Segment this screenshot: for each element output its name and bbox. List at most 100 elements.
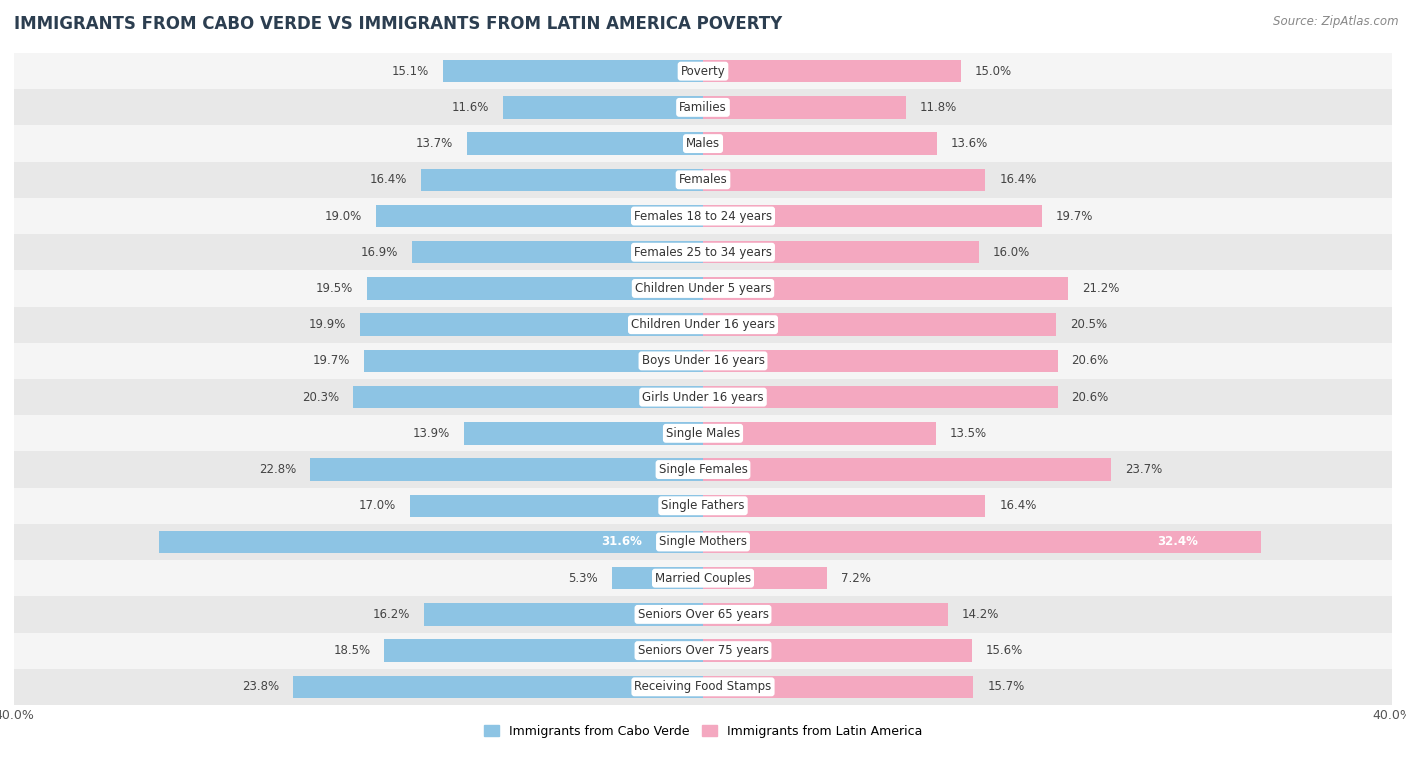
Text: Children Under 16 years: Children Under 16 years	[631, 318, 775, 331]
Text: Females 25 to 34 years: Females 25 to 34 years	[634, 246, 772, 258]
Text: 31.6%: 31.6%	[600, 535, 641, 549]
Bar	[14, 343, 1392, 379]
Text: 16.4%: 16.4%	[1000, 500, 1036, 512]
Bar	[703, 603, 948, 625]
Bar	[14, 632, 1392, 669]
Bar	[367, 277, 703, 299]
Bar	[411, 494, 703, 517]
Text: Married Couples: Married Couples	[655, 572, 751, 584]
Bar	[703, 314, 1056, 336]
Bar	[503, 96, 703, 118]
Bar	[703, 205, 1042, 227]
Bar	[703, 277, 1069, 299]
Bar	[14, 560, 1392, 597]
Text: 15.0%: 15.0%	[976, 64, 1012, 77]
Bar	[14, 415, 1392, 452]
Bar	[703, 60, 962, 83]
Bar	[703, 640, 972, 662]
Bar	[467, 133, 703, 155]
Text: 16.4%: 16.4%	[1000, 174, 1036, 186]
Bar	[14, 669, 1392, 705]
Bar	[14, 271, 1392, 306]
Text: Seniors Over 75 years: Seniors Over 75 years	[637, 644, 769, 657]
Bar	[384, 640, 703, 662]
Text: Males: Males	[686, 137, 720, 150]
Bar	[14, 379, 1392, 415]
Bar	[14, 234, 1392, 271]
Text: 15.7%: 15.7%	[987, 681, 1025, 694]
Bar	[14, 126, 1392, 161]
Bar	[703, 96, 907, 118]
Bar	[703, 422, 935, 444]
Bar	[311, 459, 703, 481]
Bar	[364, 349, 703, 372]
Bar	[612, 567, 703, 590]
Bar	[703, 531, 1261, 553]
Text: 19.7%: 19.7%	[1056, 209, 1094, 223]
Text: IMMIGRANTS FROM CABO VERDE VS IMMIGRANTS FROM LATIN AMERICA POVERTY: IMMIGRANTS FROM CABO VERDE VS IMMIGRANTS…	[14, 15, 782, 33]
Text: 16.0%: 16.0%	[993, 246, 1029, 258]
Bar	[14, 53, 1392, 89]
Text: 20.3%: 20.3%	[302, 390, 340, 403]
Bar	[14, 198, 1392, 234]
Text: 15.6%: 15.6%	[986, 644, 1022, 657]
Bar	[703, 567, 827, 590]
Text: 32.4%: 32.4%	[1157, 535, 1198, 549]
Bar	[443, 60, 703, 83]
Bar	[353, 386, 703, 409]
Text: 14.2%: 14.2%	[962, 608, 998, 621]
Text: 11.6%: 11.6%	[453, 101, 489, 114]
Text: Females: Females	[679, 174, 727, 186]
Bar	[464, 422, 703, 444]
Text: 21.2%: 21.2%	[1083, 282, 1119, 295]
Text: Females 18 to 24 years: Females 18 to 24 years	[634, 209, 772, 223]
Bar	[703, 133, 938, 155]
Text: Seniors Over 65 years: Seniors Over 65 years	[637, 608, 769, 621]
Text: 7.2%: 7.2%	[841, 572, 870, 584]
Text: 20.6%: 20.6%	[1071, 390, 1109, 403]
Text: Single Females: Single Females	[658, 463, 748, 476]
Bar	[703, 675, 973, 698]
Bar	[14, 487, 1392, 524]
Text: 17.0%: 17.0%	[359, 500, 396, 512]
Text: Single Males: Single Males	[666, 427, 740, 440]
Text: 5.3%: 5.3%	[568, 572, 598, 584]
Legend: Immigrants from Cabo Verde, Immigrants from Latin America: Immigrants from Cabo Verde, Immigrants f…	[484, 725, 922, 738]
Bar	[14, 452, 1392, 487]
Bar	[375, 205, 703, 227]
Text: Poverty: Poverty	[681, 64, 725, 77]
Text: 11.8%: 11.8%	[920, 101, 957, 114]
Text: 19.0%: 19.0%	[325, 209, 361, 223]
Bar	[14, 597, 1392, 632]
Bar	[703, 494, 986, 517]
Text: 15.1%: 15.1%	[392, 64, 429, 77]
Bar	[14, 161, 1392, 198]
Text: Source: ZipAtlas.com: Source: ZipAtlas.com	[1274, 15, 1399, 28]
Text: 19.9%: 19.9%	[309, 318, 346, 331]
Text: 19.7%: 19.7%	[312, 355, 350, 368]
Text: 19.5%: 19.5%	[316, 282, 353, 295]
Text: 13.7%: 13.7%	[416, 137, 453, 150]
Text: Children Under 5 years: Children Under 5 years	[634, 282, 772, 295]
Text: 16.4%: 16.4%	[370, 174, 406, 186]
Text: Families: Families	[679, 101, 727, 114]
Bar	[703, 241, 979, 264]
Text: 20.5%: 20.5%	[1070, 318, 1107, 331]
Bar	[412, 241, 703, 264]
Text: 22.8%: 22.8%	[259, 463, 297, 476]
Text: 18.5%: 18.5%	[333, 644, 371, 657]
Bar	[703, 168, 986, 191]
Text: 13.6%: 13.6%	[950, 137, 988, 150]
Bar	[425, 603, 703, 625]
Bar	[159, 531, 703, 553]
Text: 23.7%: 23.7%	[1125, 463, 1163, 476]
Text: 16.2%: 16.2%	[373, 608, 411, 621]
Text: Single Fathers: Single Fathers	[661, 500, 745, 512]
Text: Girls Under 16 years: Girls Under 16 years	[643, 390, 763, 403]
Bar	[292, 675, 703, 698]
Bar	[14, 306, 1392, 343]
Bar	[360, 314, 703, 336]
Bar	[420, 168, 703, 191]
Text: 23.8%: 23.8%	[242, 681, 280, 694]
Text: Boys Under 16 years: Boys Under 16 years	[641, 355, 765, 368]
